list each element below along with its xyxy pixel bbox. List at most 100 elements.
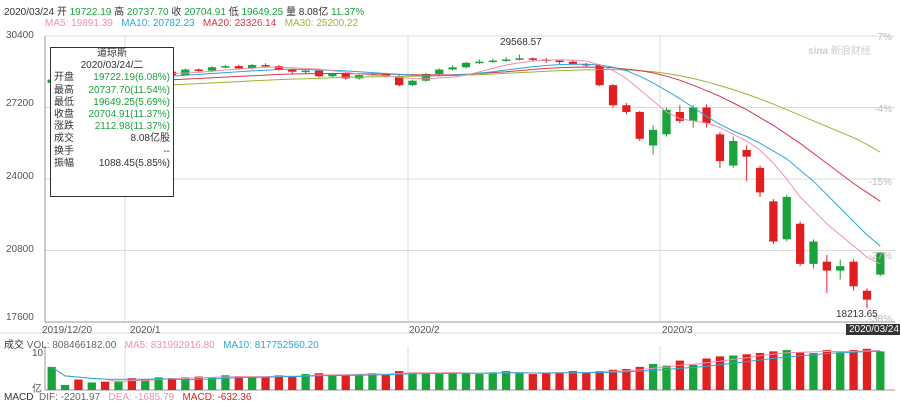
volume-bar bbox=[408, 372, 417, 390]
candle-body bbox=[769, 201, 778, 242]
x-tick-3: 2020/3 bbox=[662, 325, 693, 336]
candle-body bbox=[288, 69, 297, 72]
x-current-date: 2020/03/24 bbox=[846, 324, 900, 335]
candle-body bbox=[555, 60, 564, 63]
y-tick-0: 30400 bbox=[6, 30, 34, 41]
candle-body bbox=[248, 65, 257, 69]
volume-bar bbox=[154, 377, 163, 390]
volume-bar bbox=[234, 376, 243, 390]
candle-body bbox=[475, 61, 484, 64]
volume-bar bbox=[274, 375, 284, 390]
header-open: 19722.19 bbox=[69, 7, 112, 18]
volume-bar bbox=[114, 380, 123, 390]
tooltip-label: 振幅 bbox=[54, 157, 74, 169]
volume-bar bbox=[501, 371, 511, 390]
y-tick-4: 17600 bbox=[6, 312, 34, 323]
ma30-legend: MA30: 25200.22 bbox=[284, 18, 359, 29]
candle-body bbox=[435, 69, 444, 74]
candle-body bbox=[421, 73, 431, 81]
volume-bar bbox=[127, 378, 137, 390]
volume-bar bbox=[755, 353, 765, 390]
volume-bar bbox=[288, 376, 297, 390]
volume-bar bbox=[702, 358, 711, 390]
vol-ma10-line bbox=[51, 350, 881, 381]
macd-legend: MACD DIF: -2201.97 DEA: -1685.79 MACD: -… bbox=[4, 392, 251, 403]
tooltip-row-turnover: 换手 -- bbox=[51, 146, 173, 158]
tooltip-label: 最高 bbox=[54, 84, 74, 96]
candle-body bbox=[622, 105, 631, 112]
header-open-label: 开 bbox=[56, 7, 67, 18]
tooltip-label: 成交 bbox=[54, 133, 74, 145]
x-tick-1: 2020/1 bbox=[130, 325, 161, 336]
volume-bar bbox=[194, 376, 203, 390]
tooltip-date: 2020/03/24/二 bbox=[80, 60, 144, 72]
volume-bar bbox=[729, 355, 738, 390]
header-date: 2020/03/24 bbox=[4, 7, 55, 18]
y-tick-3: 20800 bbox=[6, 244, 34, 255]
tooltip-row-volume: 成交 8.08亿股 bbox=[51, 133, 173, 145]
volume-bar bbox=[568, 371, 578, 390]
tooltip-value: 20704.91(11.37%) bbox=[88, 109, 170, 121]
sina-watermark-logo: sina 新浪财经 bbox=[808, 46, 871, 57]
tooltip-row-change: 涨跌 2112.98(11.37%) bbox=[51, 121, 173, 133]
candle-body bbox=[568, 61, 578, 64]
candle-body bbox=[488, 60, 497, 63]
volume-bar bbox=[475, 374, 484, 390]
candle-body bbox=[862, 290, 872, 300]
volume-bar bbox=[368, 373, 377, 390]
candle-body bbox=[635, 111, 644, 139]
candle-body bbox=[274, 66, 284, 70]
candle-body bbox=[395, 76, 404, 86]
header-low-label: 低 bbox=[228, 7, 239, 18]
y-right-tick-3: -27% bbox=[868, 251, 892, 262]
volume-bar bbox=[395, 371, 404, 390]
candle-body bbox=[809, 241, 818, 264]
ma-legend: MA5: 19891.39 MA10: 20782.23 MA20: 23326… bbox=[45, 18, 358, 29]
volume-bar bbox=[87, 382, 96, 390]
volume-bar bbox=[74, 379, 83, 390]
candle-body bbox=[836, 266, 845, 271]
volume-bar bbox=[689, 364, 698, 390]
y-tick-1: 27200 bbox=[6, 98, 34, 109]
header-vol: 8.08亿 bbox=[298, 7, 329, 18]
tooltip-label: 涨跌 bbox=[54, 121, 74, 133]
y-right-tick-4: -38% bbox=[868, 314, 892, 325]
volume-bar bbox=[60, 384, 70, 390]
ma5-legend: MA5: 19891.39 bbox=[45, 18, 113, 29]
candle-body bbox=[675, 111, 684, 121]
volume-bar bbox=[207, 377, 217, 390]
header-high: 20737.70 bbox=[126, 7, 169, 18]
volume-bar bbox=[261, 376, 270, 390]
tooltip-row-high: 最高 20737.70(11.54%) bbox=[51, 85, 173, 97]
volume-bar bbox=[662, 365, 671, 390]
candle-body bbox=[742, 149, 751, 157]
volume-bar bbox=[542, 373, 551, 390]
vol-axis-top: 10 bbox=[32, 348, 44, 359]
candle-body bbox=[261, 65, 270, 67]
volume-bar bbox=[555, 372, 564, 390]
tooltip-value: 20737.70(11.54%) bbox=[88, 84, 170, 96]
ma5-line bbox=[51, 59, 881, 265]
volume-bar bbox=[435, 374, 444, 390]
quote-tooltip: 道琼斯 2020/03/24/二 开盘 19722.19(6.08%) 最高 207… bbox=[50, 47, 174, 197]
macd-dea: DEA: -1685.79 bbox=[108, 392, 175, 403]
vol-value: VOL: 808466182.00 bbox=[26, 340, 117, 351]
watermark-text: 新浪财经 bbox=[830, 46, 871, 57]
candle-body bbox=[782, 196, 791, 240]
volume-bar bbox=[314, 373, 324, 390]
tooltip-label: 最低 bbox=[54, 96, 74, 108]
candle-body bbox=[461, 62, 471, 68]
candle-body bbox=[689, 107, 698, 121]
tooltip-row-open: 开盘 19722.19(6.08%) bbox=[51, 72, 173, 84]
volume-bar bbox=[622, 369, 631, 390]
candle-body bbox=[341, 73, 350, 79]
volume-bar bbox=[876, 351, 885, 390]
candle-body bbox=[755, 167, 765, 193]
volume-bar bbox=[421, 373, 431, 390]
vol-ma10: MA10: 817752560.20 bbox=[223, 340, 319, 351]
volume-bar bbox=[715, 356, 725, 390]
header-high-label: 高 bbox=[114, 7, 125, 18]
y-right-tick-0: 7% bbox=[877, 32, 892, 43]
candle-body bbox=[822, 261, 832, 271]
volume-bar bbox=[836, 352, 845, 390]
